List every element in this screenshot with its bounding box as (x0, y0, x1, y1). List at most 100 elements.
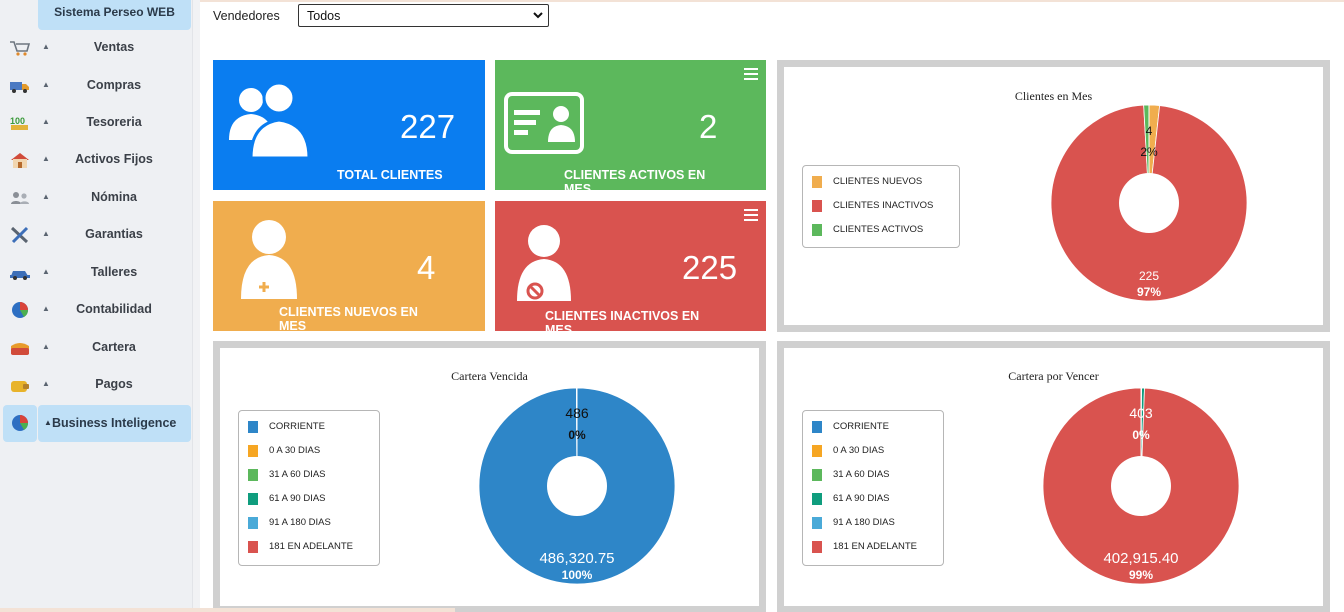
legend-label: CLIENTES NUEVOS (833, 176, 923, 187)
legend-swatch (812, 421, 822, 433)
chart-title: Cartera Vencida (451, 369, 528, 383)
pie-icon (12, 415, 29, 431)
expand-caret-icon[interactable]: ▲ (42, 192, 50, 201)
chart-title: Cartera por Vencer (1008, 369, 1099, 383)
legend-swatch (812, 445, 822, 457)
tile-label: CLIENTES ACTIVOS EN MES (564, 168, 706, 190)
data-label-value: 486,320.75 (539, 550, 614, 567)
tile-value: 2 (699, 108, 718, 145)
data-label-value: 402,915.40 (1103, 550, 1178, 567)
legend-label: 181 EN ADELANTE (269, 541, 353, 552)
top-border (0, 0, 1344, 2)
tile-menu-icon[interactable] (744, 68, 758, 80)
legend-label: CORRIENTE (269, 421, 325, 432)
clientes-activos-tile[interactable]: 2 CLIENTES ACTIVOS EN MES (495, 60, 766, 190)
legend-swatch (248, 445, 258, 457)
legend-label: 0 A 30 DIAS (833, 445, 885, 456)
bottom-border (0, 608, 455, 612)
expand-caret-icon[interactable]: ▲ (44, 418, 52, 427)
vendedores-select-value: Todos (307, 9, 341, 23)
clientes-nuevos-tile[interactable]: 4 CLIENTES NUEVOS EN MES (213, 201, 485, 331)
users-icon (229, 81, 311, 160)
chevron-down-icon (533, 12, 543, 19)
car-icon (10, 271, 30, 280)
sidebar-item-business-inteligence[interactable]: ▲ Business Inteligence (0, 405, 192, 442)
legend-swatch (812, 517, 822, 529)
donut-hole (1119, 173, 1179, 233)
sidebar-item-label: Cartera (92, 340, 136, 354)
expand-caret-icon[interactable]: ▲ (42, 154, 50, 163)
legend-swatch (248, 517, 258, 529)
data-label-percent: 100% (562, 568, 593, 582)
expand-caret-icon[interactable]: ▲ (42, 117, 50, 126)
data-label-value: 225 (1139, 269, 1159, 283)
expand-caret-icon[interactable]: ▲ (42, 267, 50, 276)
data-label-percent: 2% (1140, 145, 1158, 159)
chart-title: Clientes en Mes (1014, 89, 1093, 103)
legend-label: 61 A 90 DIAS (833, 493, 890, 504)
legend-label: 91 A 180 DIAS (269, 517, 331, 528)
legend-label: 31 A 60 DIAS (269, 469, 326, 480)
legend-swatch (248, 469, 258, 481)
sidebar-item-contabilidad[interactable]: ▲ Contabilidad (0, 293, 192, 327)
expand-caret-icon[interactable]: ▲ (42, 229, 50, 238)
sidebar-item-garantias[interactable]: ▲ Garantias (0, 218, 192, 252)
donut-hole (1111, 456, 1171, 516)
chart-legend: CORRIENTE 0 A 30 DIAS 31 A 60 DIAS 61 A … (238, 410, 380, 566)
pie-icon (12, 302, 29, 318)
sidebar-item-nomina[interactable]: ▲ Nómina (0, 181, 192, 215)
legend-label: CORRIENTE (833, 421, 889, 432)
app-title[interactable]: Sistema Perseo WEB (38, 0, 191, 30)
clientes-en-mes-panel: Clientes en Mes CLIENTES NUEVOS CLIENTES… (777, 60, 1330, 332)
expand-caret-icon[interactable]: ▲ (42, 42, 50, 51)
cartera-por-vencer-panel: Cartera por Vencer CORRIENTE 0 A 30 DIAS… (777, 341, 1330, 612)
legend-swatch (248, 541, 258, 553)
expand-caret-icon[interactable]: ▲ (42, 379, 50, 388)
expand-caret-icon[interactable]: ▲ (42, 80, 50, 89)
tile-menu-icon[interactable] (744, 209, 758, 221)
chart-legend: CLIENTES NUEVOS CLIENTES INACTIVOS CLIEN… (802, 165, 960, 248)
sidebar-item-tesoreria[interactable]: 100 ▲ Tesoreria (0, 106, 192, 140)
clientes-en-mes-donut: 4 2% 225 97% (1050, 104, 1248, 302)
legend-label: 181 EN ADELANTE (833, 541, 917, 552)
sidebar-item-talleres[interactable]: ▲ Talleres (0, 256, 192, 290)
chart-legend: CORRIENTE 0 A 30 DIAS 31 A 60 DIAS 61 A … (802, 410, 944, 566)
legend-swatch (248, 493, 258, 505)
user-add-icon (241, 220, 297, 299)
id-card-icon (504, 92, 584, 154)
legend-swatch (812, 541, 822, 553)
wallet-icon (11, 343, 29, 355)
tile-label: TOTAL CLIENTES (337, 168, 443, 182)
sidebar-item-cartera[interactable]: ▲ Cartera (0, 331, 192, 365)
sidebar-item-label: Nómina (91, 190, 137, 204)
legend-swatch (812, 200, 822, 212)
sidebar-item-label: Contabilidad (76, 302, 152, 316)
legend-swatch (248, 421, 258, 433)
clientes-inactivos-tile[interactable]: 225 CLIENTES INACTIVOS EN MES (495, 201, 766, 331)
data-label-value: 4 (1146, 124, 1153, 138)
house-icon (11, 153, 29, 168)
total-clientes-tile[interactable]: 227 TOTAL CLIENTES (213, 60, 485, 190)
vendedores-select[interactable]: Todos (298, 4, 549, 27)
tile-label: CLIENTES NUEVOS EN MES (279, 305, 418, 331)
sidebar-item-ventas[interactable]: ▲ Ventas (0, 31, 192, 65)
sidebar-item-label: Talleres (90, 265, 138, 279)
sidebar-item-label: Garantias (85, 227, 143, 241)
expand-caret-icon[interactable]: ▲ (42, 342, 50, 351)
legend-label: 0 A 30 DIAS (269, 445, 321, 456)
sidebar-item-pagos[interactable]: ▲ Pagos (0, 368, 192, 402)
expand-caret-icon[interactable]: ▲ (42, 304, 50, 313)
legend-label: 31 A 60 DIAS (833, 469, 890, 480)
sidebar-item-label: Compras (86, 78, 142, 92)
data-label-percent: 97% (1137, 285, 1161, 299)
sidebar-item-compras[interactable]: ▲ Compras (0, 69, 192, 103)
sidebar: Sistema Perseo WEB ▲ Ventas ▲ Compras 10… (0, 0, 192, 612)
legend-label: 91 A 180 DIAS (833, 517, 895, 528)
purse-icon (11, 381, 29, 392)
vendedores-label: Vendedores (213, 9, 280, 23)
sidebar-item-activos-fijos[interactable]: ▲ Activos Fijos (0, 143, 192, 177)
legend-label: CLIENTES ACTIVOS (833, 224, 924, 235)
sidebar-item-label: Tesoreria (86, 115, 142, 129)
